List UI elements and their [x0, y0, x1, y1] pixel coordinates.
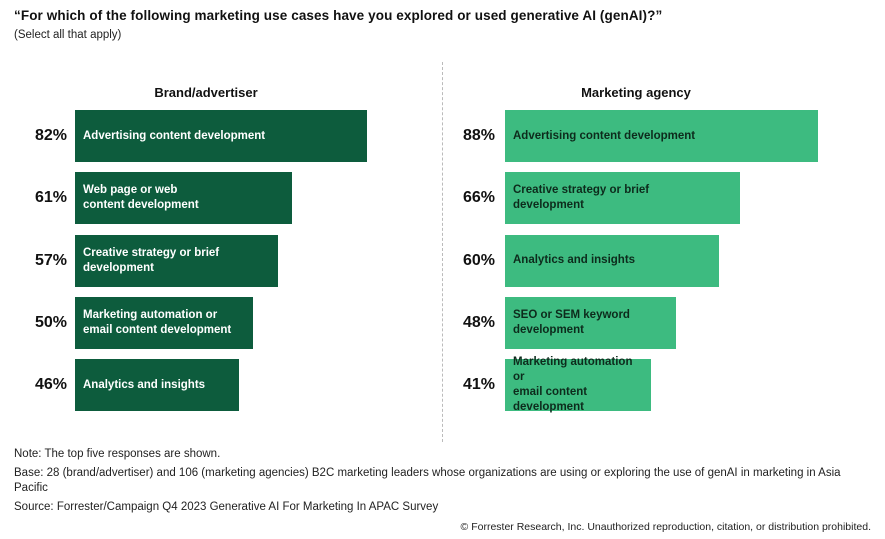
agency-value-label: 48%: [462, 313, 495, 331]
agency-bar-label: SEO or SEM keyword development: [513, 308, 630, 336]
brand-value-label: 82%: [34, 127, 67, 144]
brand-bar: Advertising content development: [75, 110, 367, 162]
brand-bar: Creative strategy or brief development: [75, 234, 278, 287]
agency-value-label: 60%: [462, 251, 495, 269]
note-text: Note: The top five responses are shown.: [14, 448, 221, 460]
source-text: Source: Forrester/Campaign Q4 2023 Gener…: [14, 501, 439, 513]
brand-value-label: 46%: [34, 376, 67, 394]
agency-value-label: 41%: [462, 376, 495, 394]
agency-bar-label: Advertising content development: [513, 129, 696, 142]
brand-bar-label: Web page or web content development: [83, 184, 199, 212]
agency-bar: Advertising content development: [505, 110, 819, 162]
panel-title-brand: Brand/advertiser: [154, 85, 258, 100]
chart-subtitle: (Select all that apply): [14, 29, 122, 41]
chart-title: “For which of the following marketing us…: [14, 8, 663, 23]
brand-bar-label: Creative strategy or brief development: [83, 246, 220, 274]
agency-bar-label: Analytics and insights: [513, 254, 636, 267]
agency-value-label: 88%: [462, 127, 495, 144]
agency-bar: Marketing automation or email content de…: [505, 356, 651, 413]
agency-value-label: 66%: [462, 189, 495, 207]
agency-bar-label: Marketing automation or email content de…: [513, 356, 633, 414]
brand-value-label: 50%: [34, 313, 67, 331]
brand-bar: Marketing automation or email content de…: [75, 296, 253, 349]
brand-bar-label: Analytics and insights: [83, 378, 206, 391]
brand-value-label: 61%: [34, 189, 67, 207]
agency-bar: Analytics and insights: [505, 234, 719, 287]
panel-title-agency: Marketing agency: [581, 85, 691, 100]
brand-bar-label: Marketing automation or email content de…: [83, 308, 232, 336]
brand-bar: Analytics and insights: [75, 359, 239, 412]
agency-bar: Creative strategy or brief development: [505, 172, 740, 225]
base-text: Base: 28 (brand/advertiser) and 106 (mar…: [14, 467, 841, 494]
agency-bar: SEO or SEM keyword development: [505, 296, 676, 349]
copyright-text: © Forrester Research, Inc. Unauthorized …: [460, 521, 871, 533]
agency-bar-label: Creative strategy or brief development: [513, 184, 650, 212]
panel-divider: [442, 62, 443, 442]
brand-bar-label: Advertising content development: [83, 129, 266, 142]
brand-value-label: 57%: [34, 251, 67, 269]
brand-bar: Web page or web content development: [75, 172, 293, 225]
